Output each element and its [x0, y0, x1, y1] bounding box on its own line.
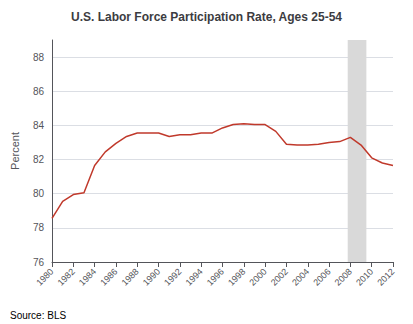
svg-text:1996: 1996	[205, 266, 226, 287]
svg-text:2008: 2008	[333, 266, 354, 287]
svg-text:2012: 2012	[375, 266, 396, 287]
svg-text:Source: BLS: Source: BLS	[10, 310, 66, 321]
svg-text:2006: 2006	[311, 266, 332, 287]
svg-text:1988: 1988	[120, 266, 141, 287]
svg-text:88: 88	[33, 52, 45, 63]
svg-text:1980: 1980	[34, 266, 55, 287]
svg-text:78: 78	[33, 222, 45, 233]
svg-text:1998: 1998	[226, 266, 247, 287]
svg-text:2004: 2004	[290, 266, 311, 287]
svg-text:U.S. Labor Force Participation: U.S. Labor Force Participation Rate, Age…	[71, 10, 342, 24]
svg-text:1986: 1986	[98, 266, 119, 287]
svg-text:84: 84	[33, 120, 45, 131]
svg-text:1984: 1984	[77, 266, 98, 287]
svg-text:86: 86	[33, 86, 45, 97]
svg-text:1982: 1982	[56, 266, 77, 287]
svg-text:Percent: Percent	[9, 132, 21, 170]
svg-text:1990: 1990	[141, 266, 162, 287]
svg-text:1994: 1994	[184, 266, 205, 287]
svg-text:1992: 1992	[162, 266, 183, 287]
svg-text:2000: 2000	[247, 266, 268, 287]
svg-text:76: 76	[33, 257, 45, 268]
svg-text:2002: 2002	[269, 266, 290, 287]
svg-text:2010: 2010	[354, 266, 375, 287]
svg-text:80: 80	[33, 188, 45, 199]
svg-text:82: 82	[33, 154, 45, 165]
